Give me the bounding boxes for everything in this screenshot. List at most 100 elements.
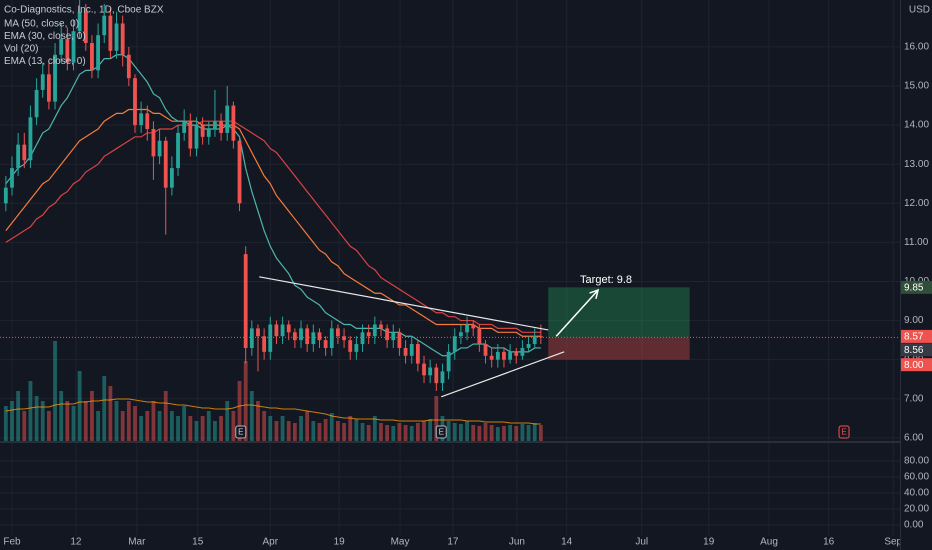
- x-tick-label: 12: [70, 537, 82, 548]
- candle-body: [145, 113, 150, 130]
- candle-body: [329, 328, 334, 348]
- volume-bar: [446, 421, 451, 441]
- volume-bar: [169, 411, 174, 441]
- volume-bar: [385, 425, 390, 441]
- y-tick-label: 16.00: [904, 42, 929, 53]
- volume-bar: [243, 361, 248, 441]
- candle-body: [28, 117, 33, 161]
- candle-body: [40, 74, 45, 90]
- volume-bar: [102, 376, 107, 441]
- volume-bar: [249, 391, 254, 441]
- candle-body: [477, 328, 482, 345]
- volume-bar: [372, 416, 377, 441]
- x-tick-label: 19: [703, 537, 715, 548]
- volume-bar: [286, 421, 291, 441]
- y-tick-label: 14.00: [904, 120, 929, 131]
- candle-body: [182, 121, 187, 133]
- volume-bar: [231, 411, 236, 441]
- candle-body: [280, 324, 285, 337]
- volume-bar: [200, 416, 205, 441]
- earnings-label: E: [439, 428, 444, 437]
- volume-bar: [176, 416, 180, 441]
- candle-body: [163, 140, 168, 188]
- volume-bar: [459, 424, 463, 441]
- volume-bar: [34, 396, 39, 441]
- volume-bar: [225, 401, 230, 441]
- volume-bar: [163, 391, 168, 441]
- lower-tick-label: 0.00: [904, 520, 924, 531]
- lower-tick-label: 40.00: [904, 488, 929, 499]
- arrow: [555, 289, 599, 337]
- x-tick-label: 14: [561, 537, 573, 548]
- x-tick-label: 17: [447, 537, 459, 548]
- candle-body: [77, 11, 82, 32]
- volume-bar: [274, 421, 279, 441]
- candle-body: [268, 324, 273, 352]
- volume-bar: [403, 425, 408, 441]
- earnings-box: [838, 425, 850, 439]
- candle-body: [305, 328, 310, 345]
- stop-price-tag-bg: [901, 358, 932, 372]
- volume-bar: [495, 427, 500, 441]
- volume-bar: [508, 425, 513, 441]
- candle-body: [243, 254, 248, 348]
- trendline: [259, 276, 549, 331]
- volume-bar: [120, 411, 125, 441]
- volume-bar: [114, 401, 119, 441]
- volume-bar: [323, 419, 328, 441]
- candle-body: [532, 336, 537, 345]
- candle-body: [299, 328, 303, 341]
- candle-body: [46, 74, 51, 102]
- candle-body: [157, 140, 162, 157]
- volume-bar: [90, 391, 94, 441]
- candle-body: [514, 351, 519, 356]
- arrow-head: [589, 288, 600, 300]
- target-label: Target: 9.8: [580, 274, 632, 286]
- candle-body: [151, 129, 156, 157]
- volume-bar: [188, 416, 193, 441]
- candle-body: [508, 351, 513, 360]
- volume-bar: [139, 416, 144, 441]
- candle-body: [459, 332, 463, 337]
- volume-bar: [514, 426, 519, 441]
- volume-bar: [53, 341, 57, 441]
- volume-bar: [360, 423, 365, 441]
- volume-bar: [520, 424, 525, 441]
- lower-tick-label: 60.00: [904, 472, 929, 483]
- earnings-label: E: [841, 428, 846, 437]
- candle-body: [403, 347, 408, 356]
- x-tick-label: 16: [823, 537, 835, 548]
- lower-tick-label: 20.00: [904, 504, 929, 515]
- volume-bar: [237, 381, 242, 441]
- candle-body: [385, 328, 390, 341]
- volume-bar: [526, 425, 531, 441]
- x-tick-label: Mar: [128, 537, 146, 548]
- volume-ma-line: [5, 398, 541, 425]
- volume-bar: [108, 386, 113, 441]
- moving-average-line: [5, 54, 541, 357]
- candle-body: [237, 140, 242, 204]
- volume-bar: [538, 425, 543, 441]
- volume-bar: [477, 426, 482, 441]
- legend-entry: EMA (30, close, 0): [4, 31, 86, 42]
- volume-bar: [299, 416, 303, 441]
- candle-body: [422, 363, 426, 376]
- volume-bar: [502, 426, 506, 441]
- stop-price-tag: 8.00: [904, 360, 924, 371]
- candle-body: [120, 23, 125, 55]
- volume-bar: [206, 411, 211, 441]
- volume-bar: [428, 419, 433, 441]
- candle-body: [465, 324, 469, 333]
- candle-body: [53, 54, 57, 102]
- candle-body: [397, 332, 402, 348]
- candle-body: [342, 336, 346, 341]
- candle-body: [483, 344, 488, 356]
- volume-bar: [305, 411, 310, 441]
- volume-bar: [483, 423, 488, 441]
- candle-body: [65, 39, 70, 63]
- x-tick-label: Sep: [884, 537, 902, 548]
- candle-body: [336, 328, 340, 337]
- volume-bar: [465, 421, 469, 441]
